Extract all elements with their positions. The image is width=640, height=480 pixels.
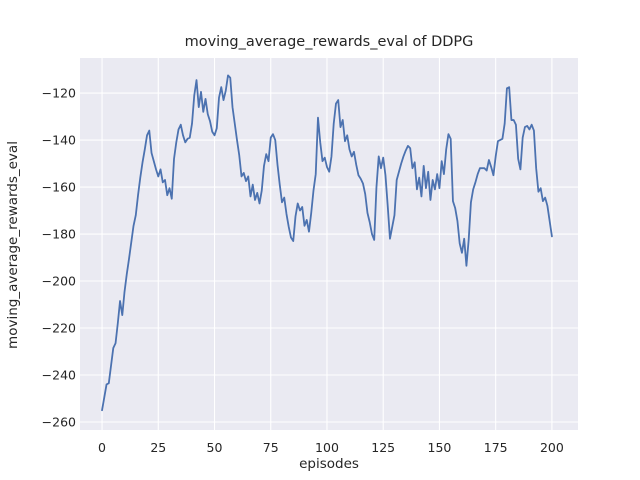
x-tick-label: 50 <box>206 440 223 455</box>
y-tick-label: −240 <box>41 367 76 383</box>
chart-title: moving_average_rewards_eval of DDPG <box>184 34 474 50</box>
y-tick-label: −140 <box>41 132 76 148</box>
x-tick-label: 25 <box>150 440 167 455</box>
plot-area <box>80 58 578 430</box>
x-tick-label: 125 <box>371 440 396 455</box>
y-tick-label: −120 <box>41 85 76 101</box>
x-axis-label: episodes <box>299 456 359 472</box>
y-tick-label: −260 <box>41 414 76 430</box>
y-axis-label: moving_average_rewards_eval <box>5 141 21 349</box>
x-tick-label: 200 <box>539 440 564 455</box>
line-series-moving-average <box>101 74 553 412</box>
x-tick-label: 0 <box>98 440 107 455</box>
x-tick-label: 175 <box>483 440 508 455</box>
x-tick-label: 75 <box>262 440 279 455</box>
chart-svg <box>80 58 578 430</box>
x-tick-label: 150 <box>427 440 452 455</box>
y-tick-label: −220 <box>41 320 76 336</box>
x-tick-label: 100 <box>315 440 339 455</box>
y-tick-label: −180 <box>41 226 76 242</box>
y-tick-label: −200 <box>41 273 76 289</box>
plot-background <box>80 58 578 430</box>
y-tick-label: −160 <box>41 179 76 195</box>
